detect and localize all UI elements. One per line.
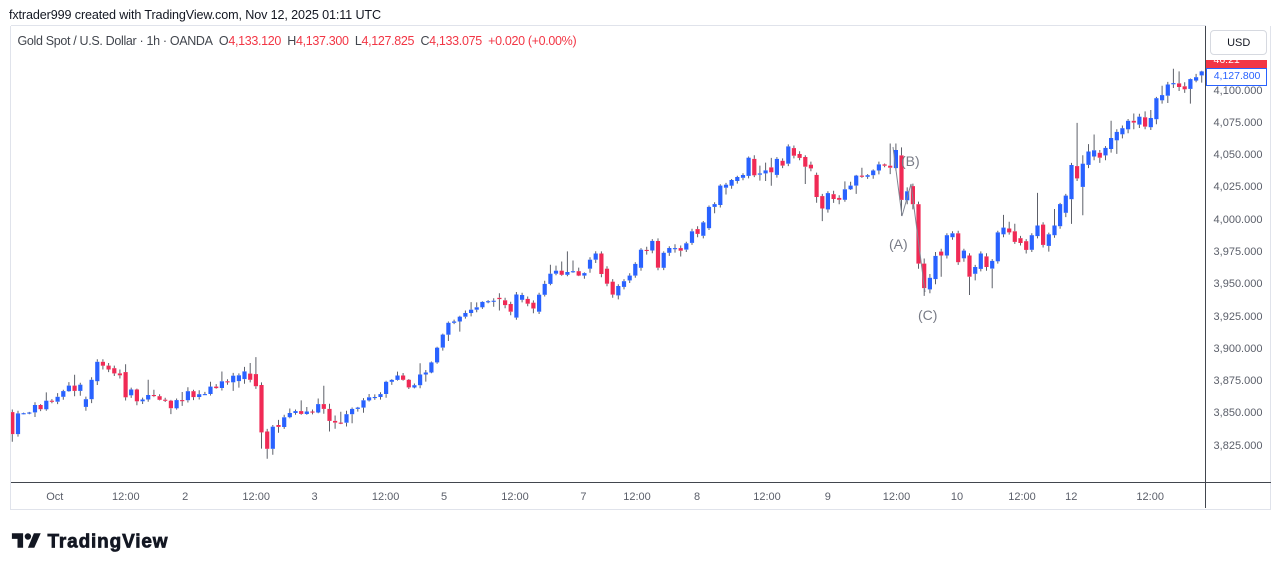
svg-text:TradingView: TradingView [48,531,169,552]
